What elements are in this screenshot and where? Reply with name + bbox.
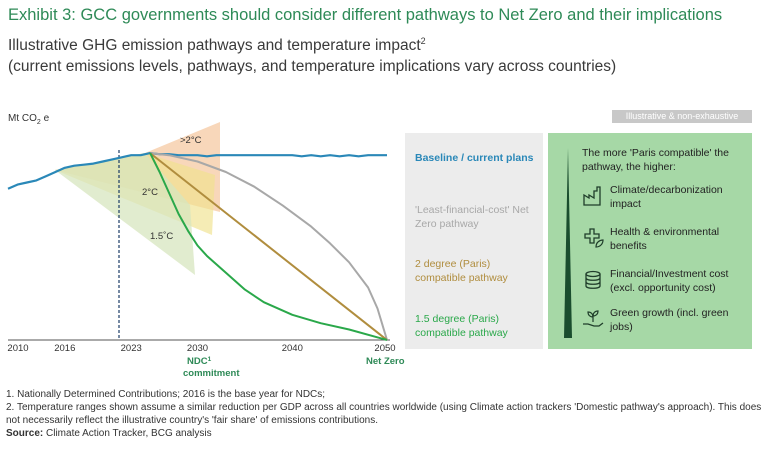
coin-stack	[585, 274, 601, 289]
x-tick-label-2030: 2030	[187, 343, 208, 354]
illustrative-badge: Illustrative & non-exhaustive	[612, 110, 752, 123]
x-tick-label-2016: 2016	[54, 343, 75, 354]
legend-panel	[405, 133, 543, 349]
y-axis-label-tail: e	[40, 113, 50, 124]
hand-plant-icon	[583, 310, 604, 327]
implication-item-financial: Financial/Investment cost (excl. opportu…	[582, 267, 747, 299]
source-label: Source:	[6, 428, 44, 439]
series-line-one-five-degree	[149, 152, 388, 341]
implication-item-climate: Climate/decarbonization impact	[582, 183, 747, 215]
series-line-two-degree	[149, 152, 388, 341]
implication-label-climate: Climate/decarbonization impact	[610, 184, 723, 210]
ndc-label-line2: commitment	[183, 368, 240, 379]
implication-label-financial: Financial/Investment cost (excl. opportu…	[610, 268, 729, 294]
implication-item-health: Health & environmental benefits	[582, 225, 747, 257]
page-subtitle: Illustrative GHG emission pathways and t…	[8, 31, 616, 77]
legend-2-degree: 2 degree (Paris) compatible pathway	[415, 258, 508, 284]
series-layer	[7, 152, 388, 341]
y-axis-label-sub: 2	[36, 119, 41, 126]
coin-top	[585, 270, 601, 278]
implication-label-growth: Green growth (incl. green jobs)	[610, 307, 729, 333]
source-note: Source: Climate Action Tracker, BCG anal…	[6, 427, 212, 440]
net-zero-label: Net Zero	[366, 356, 405, 367]
subtitle-footnote-mark: 2	[420, 36, 426, 46]
band-1-5c	[55, 153, 195, 275]
y-axis-label-main: Mt CO	[8, 113, 37, 124]
series-line-least-cost	[149, 152, 388, 341]
plant-shape	[587, 310, 599, 322]
coins-icon	[585, 270, 601, 289]
x-tick-label-2050: 2050	[374, 343, 395, 354]
implications-panel	[548, 133, 752, 349]
gradient-wedge-shape	[564, 148, 572, 338]
implication-label-health: Health & environmental benefits	[610, 226, 720, 252]
x-tick-layer: 2010 2016 2023 2030 2040 2050	[7, 343, 395, 354]
y-axis-label: Mt CO2 e	[8, 113, 49, 126]
factory-icon-shape	[583, 186, 601, 206]
health-leaf-icon	[584, 228, 604, 248]
health-cross-shape	[584, 228, 600, 244]
footnote-2: 2. Temperature ranges shown assume a sim…	[6, 402, 762, 426]
legend-least-cost: 'Least-financial-cost' Net Zero pathway	[415, 204, 529, 230]
legend-baseline: Baseline / current plans	[415, 152, 534, 164]
ndc-label: NDC1	[187, 356, 212, 367]
x-tick-label-2040: 2040	[282, 343, 303, 354]
x-tick-label-2023: 2023	[121, 343, 142, 354]
subtitle-line1: Illustrative GHG emission pathways and t…	[8, 37, 421, 55]
implication-item-growth: Green growth (incl. green jobs)	[582, 306, 747, 338]
band-label-2c: 2°C	[142, 187, 158, 198]
factory-icon	[583, 186, 601, 206]
source-text: Climate Action Tracker, BCG analysis	[43, 428, 212, 439]
gradient-wedge-icon	[564, 148, 572, 338]
leaf-shape	[595, 239, 604, 248]
footnote-1: 1. Nationally Determined Contributions; …	[6, 389, 326, 400]
ndc-label-sup: 1	[208, 356, 212, 363]
band-label-1-5c: 1.5˚C	[150, 231, 173, 242]
x-tick-label-2010: 2010	[7, 343, 28, 354]
ndc-label-main: NDC	[187, 356, 208, 367]
implications-heading: The more 'Paris compatible' the pathway,…	[582, 147, 729, 173]
hand-shape	[583, 322, 604, 327]
legend-1-5-degree: 1.5 degree (Paris) compatible pathway	[415, 313, 508, 339]
subtitle-line2: (current emissions levels, pathways, and…	[8, 58, 617, 76]
series-line-baseline	[7, 152, 387, 190]
band-label-gt2c: >2°C	[180, 135, 202, 146]
page-title: Exhibit 3: GCC governments should consid…	[8, 6, 723, 24]
